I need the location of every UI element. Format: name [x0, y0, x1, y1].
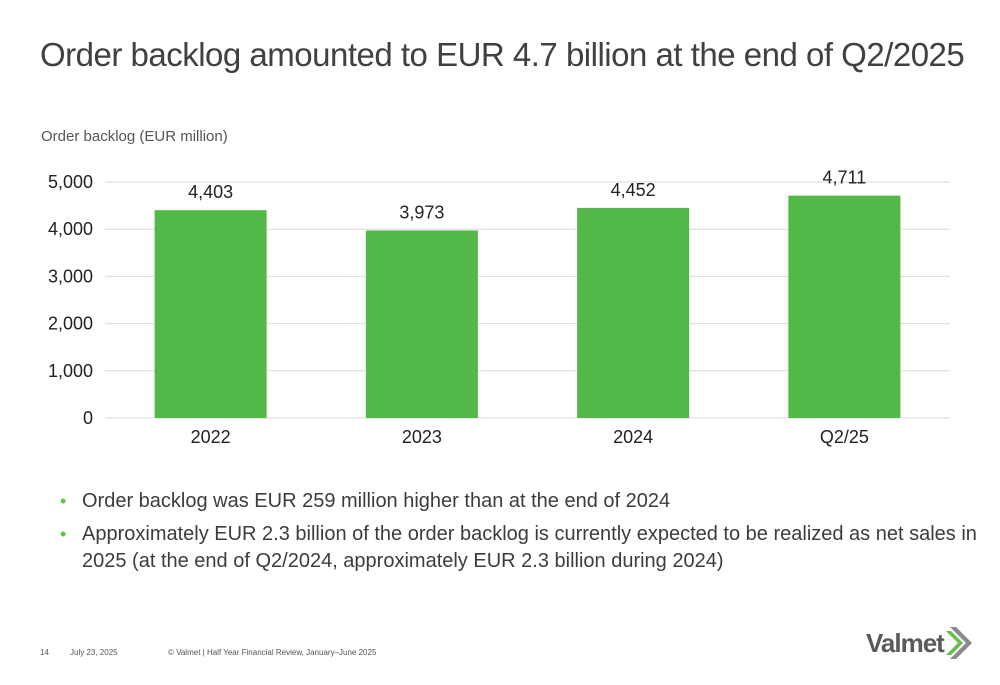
- x-tick-label: 2023: [402, 427, 442, 447]
- bar-value-label: 4,403: [188, 182, 233, 202]
- y-tick-label: 5,000: [48, 172, 93, 192]
- valmet-logo: Valmet: [866, 626, 974, 660]
- footer-page-number: 14: [40, 648, 49, 657]
- y-tick-label: 3,000: [48, 266, 93, 286]
- bar-value-label: 4,452: [611, 180, 656, 200]
- bar: [577, 207, 690, 418]
- x-tick-label: 2024: [613, 427, 653, 447]
- y-tick-label: 0: [83, 408, 93, 428]
- bar-value-label: 4,711: [823, 168, 867, 188]
- bullet-item: • Approximately EUR 2.3 billion of the o…: [60, 521, 980, 575]
- bar: [154, 210, 267, 418]
- bullet-dot-icon: •: [60, 524, 67, 544]
- x-tick-label: Q2/25: [820, 427, 869, 447]
- bar-chart: 0 1,000 2,000 3,000 4,000 5,000 4,403 2022 3,973…: [48, 168, 950, 447]
- bullet-text: Order backlog was EUR 259 million higher…: [82, 490, 671, 512]
- bar: [365, 230, 478, 418]
- valmet-chevron-icon: [945, 627, 972, 659]
- y-tick-label: 1,000: [48, 361, 93, 381]
- footer-copyright: © Valmet | Half Year Financial Review, J…: [168, 648, 377, 657]
- bullet-dot-icon: •: [60, 491, 67, 511]
- x-tick-label: 2022: [191, 427, 231, 447]
- bullet-item: • Order backlog was EUR 259 million high…: [60, 488, 980, 515]
- chart-axis-title: Order backlog (EUR million): [41, 128, 228, 145]
- bar-value-label: 3,973: [399, 202, 444, 222]
- bullet-text: Approximately EUR 2.3 billion of the ord…: [82, 523, 977, 572]
- logo-text: Valmet: [866, 627, 945, 658]
- footer-date: July 23, 2025: [70, 648, 118, 657]
- y-tick-label: 2,000: [48, 314, 93, 334]
- bullet-list: • Order backlog was EUR 259 million high…: [60, 488, 980, 581]
- y-tick-label: 4,000: [48, 219, 93, 239]
- bar: [788, 195, 901, 418]
- page-title: Order backlog amounted to EUR 4.7 billio…: [40, 36, 965, 73]
